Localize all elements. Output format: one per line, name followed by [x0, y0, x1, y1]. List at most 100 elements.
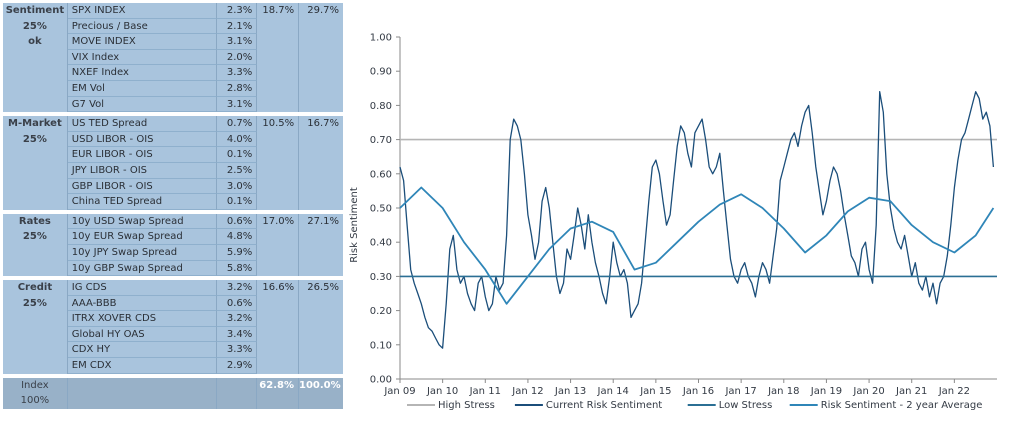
section-status: ok [3, 34, 68, 50]
indicator-label: 10y GBP Swap Spread [67, 260, 218, 277]
indicator-value: 0.1% [217, 194, 258, 210]
y-axis: 0.00 0.10 0.20 0.30 0.40 0.50 0.60 0.70 0.80 0.90… [370, 33, 401, 386]
indicator-value: 3.3% [217, 342, 258, 359]
table-row: Index 62.8% 100.0% [3, 377, 343, 394]
indicator-label: VIX Index [67, 49, 218, 66]
section-credit: Credit IG CDS 3.2% 16.6% 26.5% 25% AAA-B… [3, 280, 343, 374]
y-tick-label: 0.10 [370, 340, 392, 351]
indicator-value: 0.1% [217, 147, 258, 163]
indicator-value: 2.5% [217, 162, 258, 179]
section-index: Index 62.8% 100.0% 100% [3, 377, 343, 409]
table-row: 25% AAA-BBB 0.6% [3, 295, 343, 312]
x-tick-label: Jan 13 [554, 386, 586, 397]
legend: High Stress Current Risk Sentiment Low Str… [407, 400, 982, 411]
x-tick-label: Jan 15 [639, 386, 671, 397]
y-tick-label: 0.60 [370, 169, 392, 180]
x-tick-label: Jan 17 [724, 386, 756, 397]
risk-sentiment-chart: 0.00 0.10 0.20 0.30 0.40 0.50 0.60 0.70 0.80 0.90… [349, 33, 997, 411]
series-line [399, 91, 995, 349]
series-line [399, 186, 995, 305]
indicator-label: G7 Vol [67, 96, 218, 113]
indicator-label: Precious / Base [67, 18, 218, 35]
section-name: M-Market [3, 116, 68, 132]
indicator-label: China TED Spread [67, 194, 218, 210]
table-row: EM Vol 2.8% [3, 80, 343, 97]
indicator-value: 2.8% [217, 80, 258, 97]
indicator-value: 2.0% [217, 49, 258, 66]
legend-label: Current Risk Sentiment [546, 400, 662, 411]
table-row: JPY LIBOR - OIS 2.5% [3, 162, 343, 179]
section-threshold: 26.5% [307, 282, 339, 294]
table-row: M-Market US TED Spread 0.7% 10.5% 16.7% [3, 116, 343, 132]
stress-weights-table: Sentiment SPX INDEX 2.3% 18.7% 29.7% 25%… [3, 3, 343, 409]
section-score: 16.6% [257, 280, 300, 296]
indicator-value: 4.8% [217, 229, 258, 245]
indicator-label: SPX INDEX [67, 3, 218, 19]
legend-label: Risk Sentiment - 2 year Average [821, 400, 983, 411]
section-sentiment: Sentiment SPX INDEX 2.3% 18.7% 29.7% 25%… [3, 3, 343, 113]
section-weight: 25% [3, 131, 68, 148]
x-axis: Jan 09 Jan 10 Jan 11 Jan 12 Jan 13 Jan 14 Jan … [383, 378, 997, 397]
indicator-label: MOVE INDEX [67, 34, 218, 50]
section-rates: Rates 10y USD Swap Spread 0.6% 17.0% 27.… [3, 213, 343, 277]
indicator-value: 3.4% [217, 326, 258, 343]
y-tick-label: 0.40 [370, 238, 392, 249]
table-row: VIX Index 2.0% [3, 49, 343, 66]
indicator-label: 10y EUR Swap Spread [67, 229, 218, 245]
section-name: Sentiment [3, 3, 68, 19]
table-row: 10y JPY Swap Spread 5.9% [3, 244, 343, 261]
table-row: ITRX XOVER CDS 3.2% [3, 311, 343, 327]
indicator-label: AAA-BBB [67, 295, 218, 312]
index-name: Index [3, 377, 68, 394]
index-weight: 100% [3, 393, 68, 409]
table-row: ok MOVE INDEX 3.1% [3, 34, 343, 50]
x-tick-label: Jan 11 [469, 386, 501, 397]
plot-area [399, 91, 997, 349]
index-threshold: 100.0% [299, 379, 341, 391]
section-threshold: 16.7% [307, 118, 339, 130]
indicator-value: 3.3% [217, 65, 258, 81]
table-row: CDX HY 3.3% [3, 342, 343, 359]
section-money-market: M-Market US TED Spread 0.7% 10.5% 16.7% … [3, 116, 343, 210]
indicator-label: JPY LIBOR - OIS [67, 162, 218, 179]
indicator-value: 0.6% [217, 295, 258, 312]
y-tick-label: 0.20 [370, 306, 392, 317]
indicator-value: 5.9% [217, 244, 258, 261]
indicator-label: ITRX XOVER CDS [67, 311, 218, 327]
indicator-value: 5.8% [217, 260, 258, 277]
table-row: 25% Precious / Base 2.1% [3, 18, 343, 35]
indicator-label: NXEF Index [67, 65, 218, 81]
x-tick-label: Jan 19 [810, 386, 842, 397]
y-tick-label: 1.00 [370, 33, 392, 44]
section-name: Rates [3, 213, 68, 230]
indicator-value: 3.2% [217, 311, 258, 327]
indicator-label: USD LIBOR - OIS [67, 131, 218, 148]
index-score: 62.8% [257, 377, 299, 394]
indicator-label: IG CDS [67, 280, 218, 296]
y-tick-label: 0.00 [370, 375, 392, 386]
section-weight: 25% [3, 229, 68, 245]
legend-label: Low Stress [719, 400, 773, 411]
x-tick-label: Jan 16 [682, 386, 714, 397]
table-row: 100% [3, 393, 343, 409]
section-weight: 25% [3, 18, 68, 35]
indicator-label: US TED Spread [67, 116, 218, 132]
section-name: Credit [3, 280, 68, 296]
indicator-value: 3.2% [217, 280, 258, 296]
indicator-value: 0.7% [217, 116, 258, 132]
y-tick-label: 0.90 [370, 67, 392, 78]
x-tick-label: Jan 22 [938, 386, 970, 397]
indicator-label: EM CDX [67, 358, 218, 374]
indicator-value: 0.6% [217, 213, 258, 230]
x-tick-label: Jan 10 [426, 386, 458, 397]
table-row: EUR LIBOR - OIS 0.1% [3, 147, 343, 163]
table-row: China TED Spread 0.1% [3, 194, 343, 210]
table-row: 10y GBP Swap Spread 5.8% [3, 260, 343, 277]
indicator-value: 4.0% [217, 131, 258, 148]
section-score: 17.0% [257, 213, 300, 230]
table-row: G7 Vol 3.1% [3, 96, 343, 113]
y-tick-label: 0.70 [370, 135, 392, 146]
indicator-label: CDX HY [67, 342, 218, 359]
indicator-label: GBP LIBOR - OIS [67, 178, 218, 195]
x-tick-label: Jan 21 [895, 386, 927, 397]
